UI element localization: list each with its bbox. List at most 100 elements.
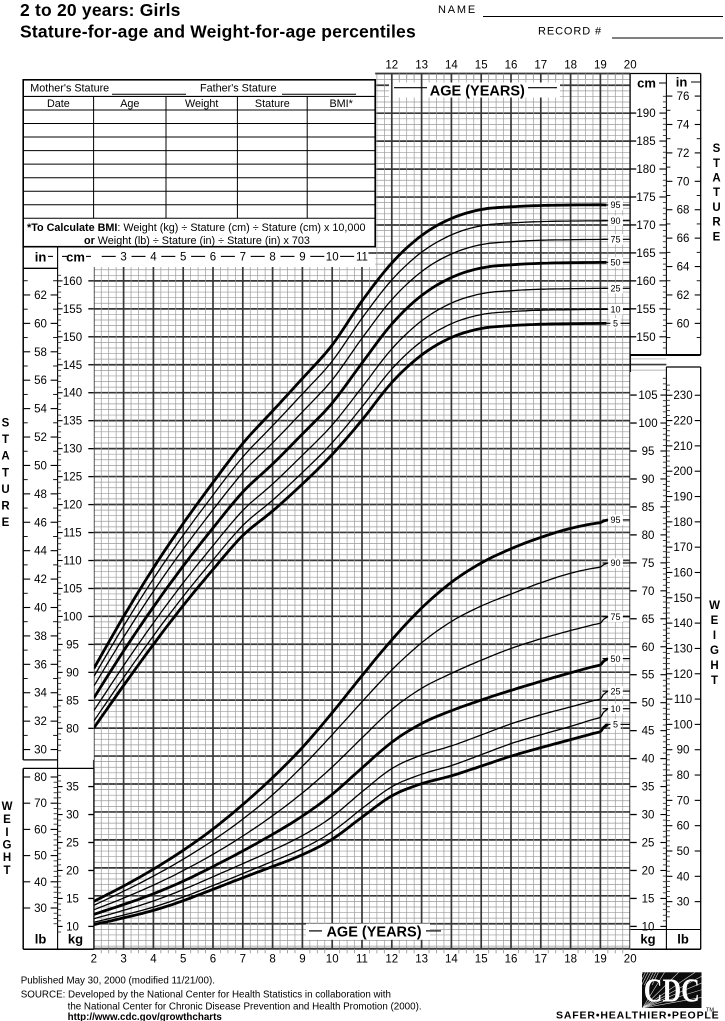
svg-text:50: 50: [610, 654, 620, 664]
svg-text:75: 75: [610, 612, 620, 622]
svg-text:W: W: [709, 600, 720, 612]
svg-text:95: 95: [66, 639, 79, 651]
svg-text:18: 18: [564, 60, 577, 72]
svg-text:8: 8: [269, 251, 275, 263]
svg-text:60: 60: [642, 642, 655, 654]
svg-text:190: 190: [636, 108, 655, 120]
svg-text:70: 70: [677, 795, 690, 807]
svg-text:25: 25: [66, 838, 79, 850]
svg-text:30: 30: [677, 897, 690, 909]
svg-text:80: 80: [66, 723, 79, 735]
svg-text:130: 130: [63, 444, 82, 456]
svg-text:40: 40: [642, 754, 655, 766]
svg-text:18: 18: [564, 954, 577, 966]
svg-text:6: 6: [210, 954, 216, 966]
svg-text:I: I: [5, 827, 8, 839]
svg-text:60: 60: [34, 318, 47, 330]
svg-text:2 to 20 years: Girls: 2 to 20 years: Girls: [20, 0, 181, 20]
svg-text:AGE (YEARS): AGE (YEARS): [430, 83, 525, 99]
svg-text:or Weight (lb) ÷ Stature (in): or Weight (lb) ÷ Stature (in) ÷ Stature …: [84, 235, 310, 247]
svg-text:115: 115: [63, 528, 81, 540]
svg-text:14: 14: [445, 60, 458, 72]
svg-text:25: 25: [610, 284, 620, 294]
svg-text:10: 10: [66, 921, 79, 933]
svg-text:70: 70: [34, 798, 47, 810]
svg-text:lb: lb: [35, 932, 47, 947]
svg-text:30: 30: [642, 810, 655, 822]
svg-text:16: 16: [505, 954, 518, 966]
svg-text:110: 110: [674, 694, 692, 706]
svg-text:U: U: [1, 484, 9, 496]
svg-text:10: 10: [326, 251, 339, 263]
svg-text:20: 20: [642, 865, 655, 877]
svg-text:30: 30: [34, 745, 47, 757]
svg-text:in: in: [35, 250, 47, 265]
svg-text:40: 40: [34, 877, 47, 889]
svg-text:Stature-for-age and Weight-for: Stature-for-age and Weight-for-age perce…: [20, 22, 416, 42]
svg-text:10: 10: [610, 704, 620, 714]
svg-text:13: 13: [415, 954, 428, 966]
svg-text:140: 140: [673, 618, 692, 630]
svg-text:50: 50: [610, 258, 620, 268]
svg-text:140: 140: [63, 388, 82, 400]
svg-text:120: 120: [673, 669, 692, 681]
svg-text:kg: kg: [640, 932, 655, 947]
svg-text:68: 68: [677, 205, 690, 217]
svg-text:150: 150: [63, 332, 82, 344]
svg-text:100: 100: [673, 719, 692, 731]
svg-text:90: 90: [610, 216, 620, 226]
svg-text:180: 180: [673, 517, 692, 529]
svg-text:2: 2: [91, 954, 97, 966]
svg-text:in: in: [676, 75, 688, 90]
svg-text:130: 130: [673, 643, 692, 655]
svg-text:125: 125: [63, 472, 82, 484]
svg-text:R: R: [712, 217, 721, 229]
svg-text:75: 75: [610, 235, 620, 245]
svg-text:180: 180: [636, 164, 655, 176]
svg-text:T: T: [713, 187, 720, 199]
svg-text:90: 90: [66, 667, 79, 679]
svg-text:A: A: [712, 173, 720, 185]
svg-text:19: 19: [594, 954, 607, 966]
svg-text:15: 15: [475, 60, 488, 72]
svg-text:50: 50: [34, 460, 47, 472]
svg-text:90: 90: [677, 745, 690, 757]
svg-text:38: 38: [34, 631, 47, 643]
svg-text:E: E: [3, 814, 11, 826]
svg-text:NAME: NAME: [438, 4, 477, 16]
svg-text:76: 76: [677, 91, 690, 103]
svg-text:120: 120: [63, 500, 82, 512]
svg-text:80: 80: [34, 772, 47, 784]
svg-text:30: 30: [34, 903, 47, 915]
svg-text:H: H: [3, 852, 11, 864]
svg-text:I: I: [713, 630, 716, 642]
svg-text:25: 25: [642, 838, 655, 850]
svg-text:160: 160: [63, 276, 82, 288]
svg-text:4: 4: [150, 251, 157, 263]
svg-text:105: 105: [63, 583, 82, 595]
svg-text:60: 60: [677, 318, 690, 330]
svg-text:160: 160: [636, 276, 655, 288]
svg-text:20: 20: [624, 954, 637, 966]
svg-text:S: S: [2, 418, 10, 430]
svg-text:T: T: [713, 158, 720, 170]
svg-text:35: 35: [642, 782, 655, 794]
svg-text:G: G: [3, 840, 12, 852]
svg-text:50: 50: [34, 851, 47, 863]
svg-text:11: 11: [356, 954, 368, 966]
svg-text:50: 50: [677, 846, 690, 858]
svg-text:90: 90: [642, 474, 655, 486]
svg-text:11: 11: [356, 251, 368, 263]
svg-text:20: 20: [66, 865, 79, 877]
svg-text:30: 30: [66, 810, 79, 822]
svg-text:42: 42: [34, 574, 47, 586]
svg-text:CDC: CDC: [644, 973, 700, 1010]
svg-text:70: 70: [642, 586, 655, 598]
svg-text:85: 85: [642, 502, 655, 514]
svg-text:17: 17: [534, 60, 547, 72]
svg-text:12: 12: [385, 954, 398, 966]
svg-text:RECORD #: RECORD #: [538, 26, 602, 38]
svg-text:17: 17: [534, 954, 547, 966]
svg-text:5: 5: [613, 720, 618, 730]
svg-text:AGE (YEARS): AGE (YEARS): [326, 925, 421, 941]
